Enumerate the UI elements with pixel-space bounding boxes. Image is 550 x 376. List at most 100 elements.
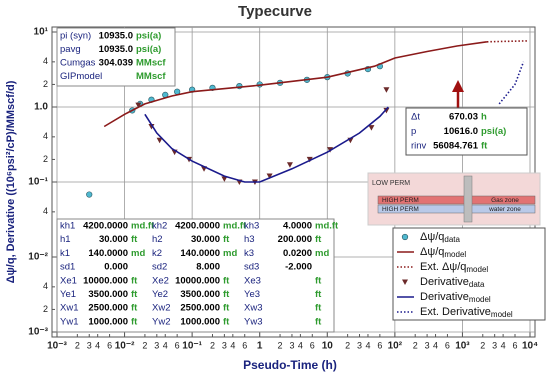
inset-layer <box>377 204 536 214</box>
inset-title: LOW PERM <box>372 180 410 187</box>
param-label: Yw3 <box>244 316 262 327</box>
param-label: Yw1 <box>60 316 78 327</box>
inset-layer <box>377 195 536 205</box>
info-unit: MMscf <box>136 71 166 82</box>
y-tick-label: 10⁻³ <box>28 327 48 338</box>
x-tick-label: 10³ <box>455 341 470 352</box>
legend-name: Δψ/q <box>420 231 444 243</box>
data-point <box>368 125 375 131</box>
param-label: Ye2 <box>152 289 168 300</box>
param-label: k3 <box>244 248 254 259</box>
wellbore <box>463 175 473 223</box>
legend-entry: Derivativemodel <box>420 291 491 304</box>
y-tick-label: 10⁻² <box>28 252 48 263</box>
legend-name: Derivative <box>420 291 469 303</box>
param-value: 8.000 <box>196 262 220 273</box>
param-value: 1000.000 <box>88 316 128 327</box>
param-label: Xe2 <box>152 275 169 286</box>
param-value: 2500.000 <box>88 303 128 314</box>
x-tick-label: 6 <box>175 340 180 350</box>
x-tick-label: 6 <box>242 340 247 350</box>
param-value: 140.0000 <box>88 248 128 259</box>
cursor-unit: h <box>481 112 487 123</box>
legend-name: Derivative <box>420 276 469 288</box>
data-point <box>86 191 93 198</box>
info-value: 10935.0 <box>99 31 133 42</box>
info-label: Cumgas <box>60 58 96 69</box>
y-tick-label: 4 <box>43 131 48 141</box>
param-label: h3 <box>244 234 255 245</box>
y-tick-label: 10¹ <box>34 27 49 38</box>
param-unit: md <box>131 248 145 259</box>
x-tick-label: 1 <box>257 341 263 352</box>
x-tick-label: 4 <box>298 340 303 350</box>
x-tick-label: 2 <box>142 340 147 350</box>
y-tick-label: 2 <box>43 304 48 314</box>
param-value: 0.0200 <box>283 248 312 259</box>
info-value: 304.039 <box>99 58 133 69</box>
x-tick-label: 6 <box>513 340 518 350</box>
legend-sub: model <box>491 310 513 319</box>
param-value: 140.0000 <box>180 248 220 259</box>
param-label: Xw2 <box>152 303 170 314</box>
param-value: 200.000 <box>278 234 312 245</box>
info-label: GIPmodel <box>60 71 102 82</box>
param-unit: ft <box>131 234 138 245</box>
param-label: kh2 <box>152 221 167 232</box>
x-tick-label: 4 <box>501 340 506 350</box>
x-tick-label: 2 <box>345 340 350 350</box>
data-layer <box>86 40 527 198</box>
y-axis-label: Δψ/q, Derivative ((10⁶psi²/cP)/MMscf/d) <box>5 80 17 283</box>
cursor-value: 670.03 <box>449 112 478 123</box>
param-value: 0.000 <box>104 262 128 273</box>
cursor-unit: psi(a) <box>481 126 506 137</box>
param-value: 30.000 <box>191 234 220 245</box>
param-label: Ye3 <box>244 289 260 300</box>
param-label: k1 <box>60 248 70 259</box>
legend-sub: data <box>444 235 460 244</box>
data-point <box>383 107 390 114</box>
x-tick-label: 3 <box>154 340 159 350</box>
legend-name: Ext. Δψ/q <box>420 261 466 273</box>
legend-entry: Δψ/qmodel <box>420 246 466 259</box>
cursor-box <box>405 107 528 156</box>
param-unit: ft <box>315 316 322 327</box>
param-unit: ft <box>131 289 138 300</box>
info-label: pavg <box>60 44 81 55</box>
param-label: Xe3 <box>244 275 261 286</box>
x-tick-label: 3 <box>425 340 430 350</box>
param-value: 30.000 <box>99 234 128 245</box>
data-point <box>156 137 163 144</box>
series-line <box>103 41 488 128</box>
param-unit: md.ft <box>131 221 155 232</box>
x-axis-label: Pseudo-Time (h) <box>243 358 337 372</box>
series-line <box>486 40 527 43</box>
param-unit: ft <box>131 316 138 327</box>
x-tick-label: 2 <box>75 340 80 350</box>
inset-layer-left: HIGH PERM <box>382 206 419 213</box>
legend-entry: Δψ/qdata <box>420 231 460 244</box>
x-tick-label: 2 <box>413 340 418 350</box>
x-tick-label: 10 <box>322 341 334 352</box>
param-unit: ft <box>315 303 322 314</box>
param-label: Xw1 <box>60 303 78 314</box>
param-unit: ft <box>223 316 230 327</box>
cursor-unit: ft <box>481 141 488 152</box>
param-unit: ft <box>223 303 230 314</box>
param-label: sd1 <box>60 262 75 273</box>
inset-layer-left: HIGH PERM <box>382 197 419 204</box>
model-table <box>56 218 335 333</box>
series-line <box>144 106 389 183</box>
x-tick-label: 2 <box>480 340 485 350</box>
x-tick-label: 10⁻¹ <box>182 341 202 352</box>
y-tick-label: 4 <box>43 56 48 66</box>
inset-layer-right: Gas zone <box>491 197 519 204</box>
y-tick-label: 4 <box>43 281 48 291</box>
param-label: h2 <box>152 234 163 245</box>
x-tick-label: 3 <box>289 340 294 350</box>
legend-name: Δψ/q <box>420 246 444 258</box>
data-point <box>401 233 409 241</box>
param-value: 3500.000 <box>180 289 220 300</box>
param-unit: ft <box>223 275 230 286</box>
